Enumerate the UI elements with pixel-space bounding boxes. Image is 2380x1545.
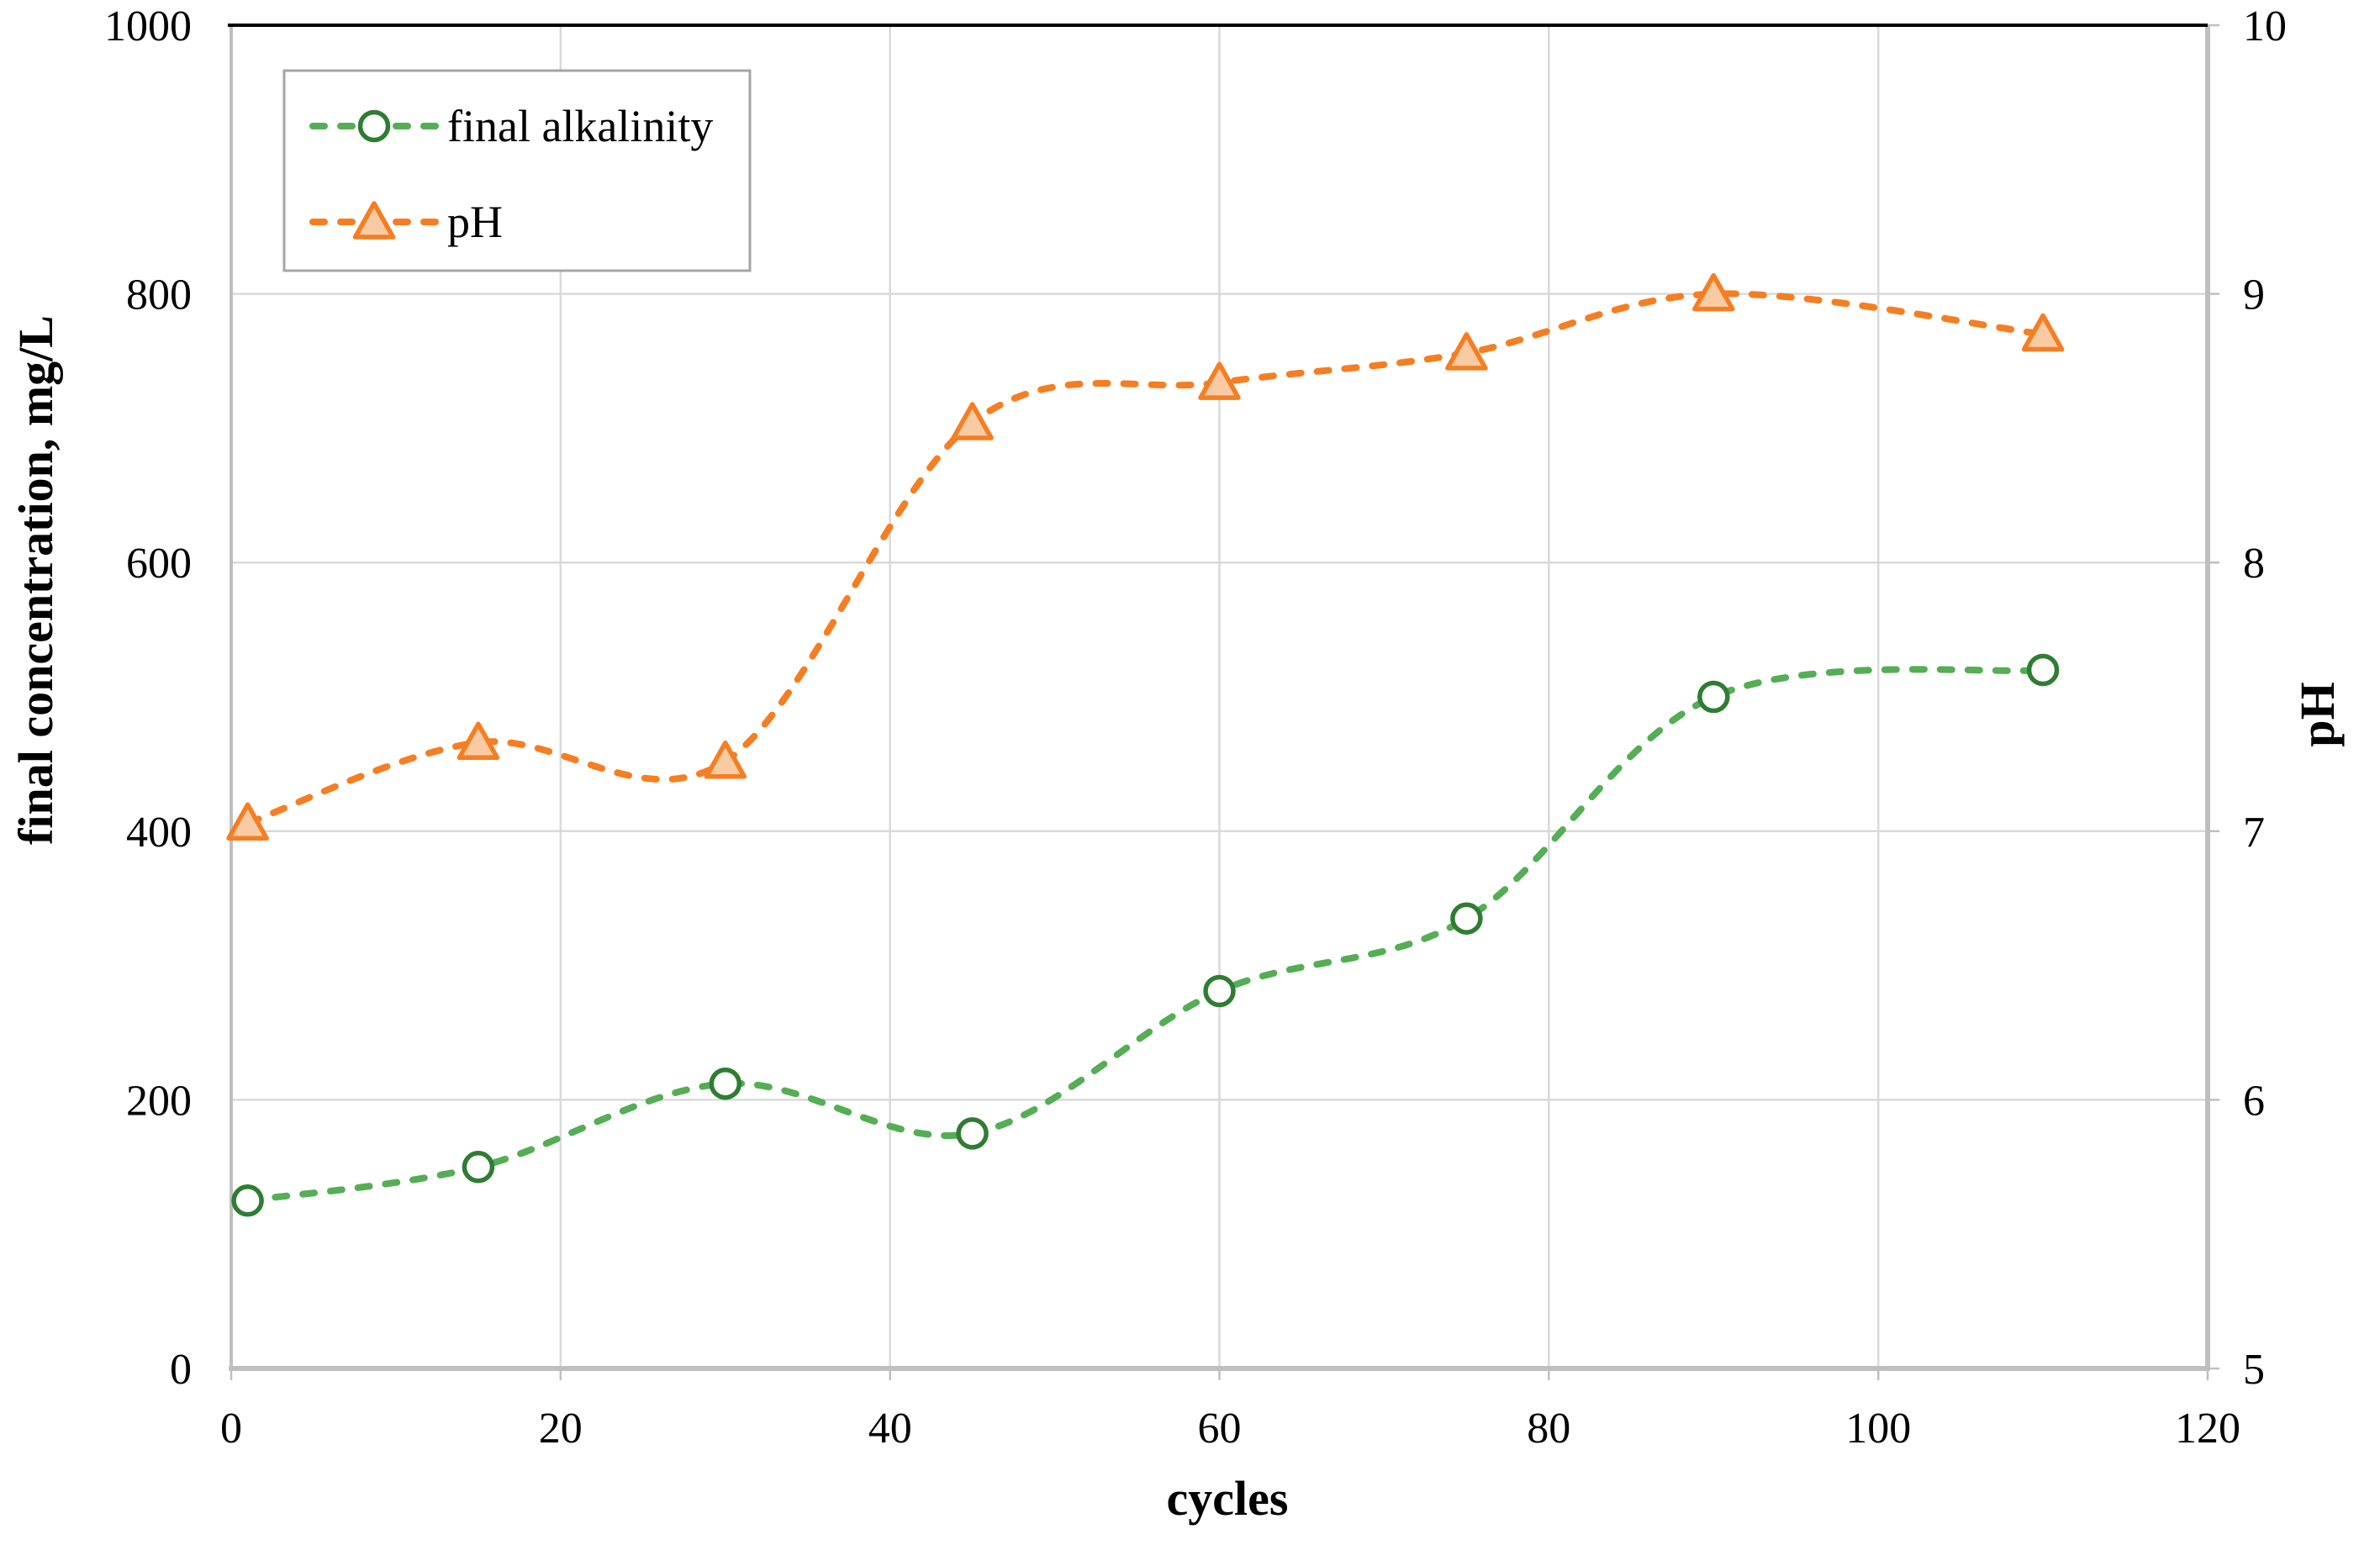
x-axis-tick-label: 120 (2175, 1405, 2240, 1453)
left-axis-tick-label: 200 (126, 1077, 192, 1125)
legend-marker (352, 201, 396, 240)
legend-label: pH (447, 197, 503, 247)
data-point-marker (709, 1067, 742, 1100)
x-axis-tick-label: 40 (868, 1405, 912, 1453)
right-axis-tick-label: 8 (2243, 540, 2265, 588)
right-axis-tick-label: 6 (2243, 1077, 2265, 1125)
x-axis-tick-label: 60 (1198, 1405, 1242, 1453)
data-point-marker (231, 1184, 264, 1217)
left-axis-tick-label: 600 (126, 540, 192, 588)
series-final-alkalinity (231, 653, 2060, 1217)
left-axis-tick-label: 1000 (104, 3, 192, 50)
legend-item-pH: pH (309, 197, 503, 247)
data-point-marker (456, 721, 500, 761)
series-line (244, 290, 2047, 827)
legend: final alkalinity pH (282, 69, 752, 272)
left-axis-tick-label: 0 (170, 1346, 192, 1394)
x-axis-tick-label: 80 (1527, 1405, 1570, 1453)
x-axis-tick-label: 20 (539, 1405, 583, 1453)
legend-label: final alkalinity (447, 101, 713, 151)
data-point-marker (1692, 272, 1735, 312)
data-point-marker (1203, 974, 1236, 1008)
data-point-marker (956, 1117, 989, 1150)
data-point-marker (951, 402, 994, 440)
data-point-marker (1198, 361, 1241, 400)
data-point-marker (2021, 313, 2065, 352)
left-axis-tick-label: 800 (126, 272, 192, 319)
x-axis-title: cycles (1167, 1471, 1289, 1526)
right-axis-tick-label: 9 (2243, 272, 2265, 319)
right-axis-title: pH (2290, 682, 2345, 746)
x-axis-tick-label: 100 (1845, 1405, 1911, 1453)
data-point-marker (226, 802, 269, 841)
left-axis-title: final concentration, mg/L (8, 315, 63, 845)
data-point-marker (2026, 653, 2060, 687)
legend-marker (357, 109, 391, 143)
right-axis-tick-label: 5 (2243, 1346, 2265, 1394)
right-axis-tick-label: 7 (2243, 809, 2265, 857)
legend-item-final-alkalinity: final alkalinity (309, 101, 713, 151)
data-point-marker (704, 740, 747, 779)
data-point-marker (1697, 680, 1730, 714)
series-pH (226, 272, 2065, 841)
left-axis-tick-label: 400 (126, 809, 192, 857)
data-point-marker (1450, 902, 1483, 935)
data-point-marker (462, 1151, 495, 1184)
right-axis-tick-label: 10 (2243, 3, 2287, 50)
data-point-marker (1445, 332, 1488, 371)
x-axis-tick-label: 0 (220, 1405, 242, 1453)
